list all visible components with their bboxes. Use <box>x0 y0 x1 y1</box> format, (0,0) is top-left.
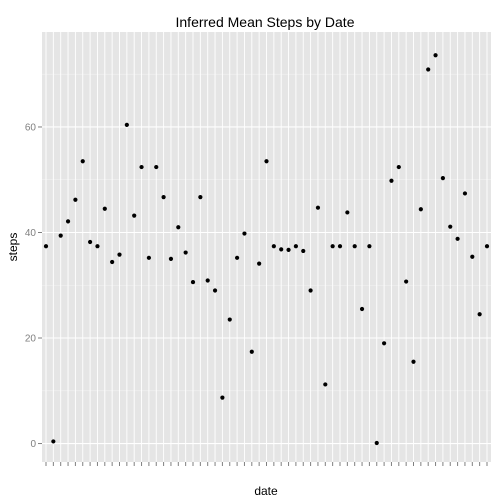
data-point <box>448 224 453 229</box>
data-point <box>220 395 225 400</box>
data-point <box>374 440 379 446</box>
data-point <box>95 244 100 249</box>
data-point <box>139 164 144 170</box>
data-point <box>154 164 159 170</box>
data-points <box>43 53 490 446</box>
data-point <box>146 255 151 260</box>
data-point <box>359 306 365 312</box>
data-point <box>73 197 78 202</box>
data-point <box>198 195 203 200</box>
data-point <box>433 53 438 58</box>
data-point <box>183 250 188 255</box>
y-axis: 0 20 40 60 <box>25 122 42 450</box>
data-point <box>132 213 137 218</box>
major-gridlines <box>42 32 491 462</box>
data-point <box>102 206 107 211</box>
y-tick-label: 60 <box>25 122 37 133</box>
y-tick-label: 0 <box>30 439 36 450</box>
data-point <box>80 159 85 164</box>
data-point <box>227 317 232 322</box>
data-point <box>315 205 321 210</box>
data-point <box>264 159 269 164</box>
x-axis <box>45 462 488 466</box>
data-point <box>367 244 372 249</box>
data-point <box>455 236 460 241</box>
data-point <box>212 288 218 293</box>
data-point <box>308 288 313 293</box>
data-point <box>257 261 262 266</box>
data-point <box>242 231 247 236</box>
data-point <box>404 279 409 284</box>
data-point <box>440 176 445 181</box>
data-point <box>411 359 416 364</box>
y-tick-label: 20 <box>25 334 37 345</box>
data-point <box>337 244 343 249</box>
data-point <box>323 382 328 387</box>
y-axis-title: steps <box>6 233 20 262</box>
data-point <box>161 195 166 200</box>
data-point <box>205 278 210 283</box>
data-point <box>301 248 306 254</box>
data-point <box>176 225 181 230</box>
data-point <box>426 67 431 72</box>
data-point <box>124 122 129 127</box>
chart-title: Inferred Mean Steps by Date <box>176 14 355 30</box>
data-point <box>117 252 122 257</box>
data-point <box>58 233 63 238</box>
data-point <box>51 439 56 444</box>
data-point <box>65 219 71 224</box>
data-point <box>249 349 254 354</box>
data-point <box>279 247 284 252</box>
data-point <box>352 244 357 249</box>
data-point <box>470 254 475 259</box>
data-point <box>88 239 93 245</box>
data-point <box>462 191 468 196</box>
x-axis-title: date <box>254 484 278 498</box>
data-point <box>190 279 196 285</box>
data-point <box>477 312 482 317</box>
data-point <box>396 164 401 170</box>
data-point <box>271 244 276 249</box>
data-point <box>235 255 240 260</box>
data-point <box>382 341 387 346</box>
data-point <box>43 244 49 249</box>
data-point <box>293 244 298 249</box>
data-point <box>345 210 350 215</box>
y-tick-label: 40 <box>25 228 37 239</box>
data-point <box>286 247 291 253</box>
data-point <box>168 256 174 261</box>
data-point <box>389 178 394 183</box>
data-point <box>418 207 423 212</box>
data-point <box>484 244 490 249</box>
data-point <box>330 244 335 249</box>
data-point <box>110 259 115 265</box>
